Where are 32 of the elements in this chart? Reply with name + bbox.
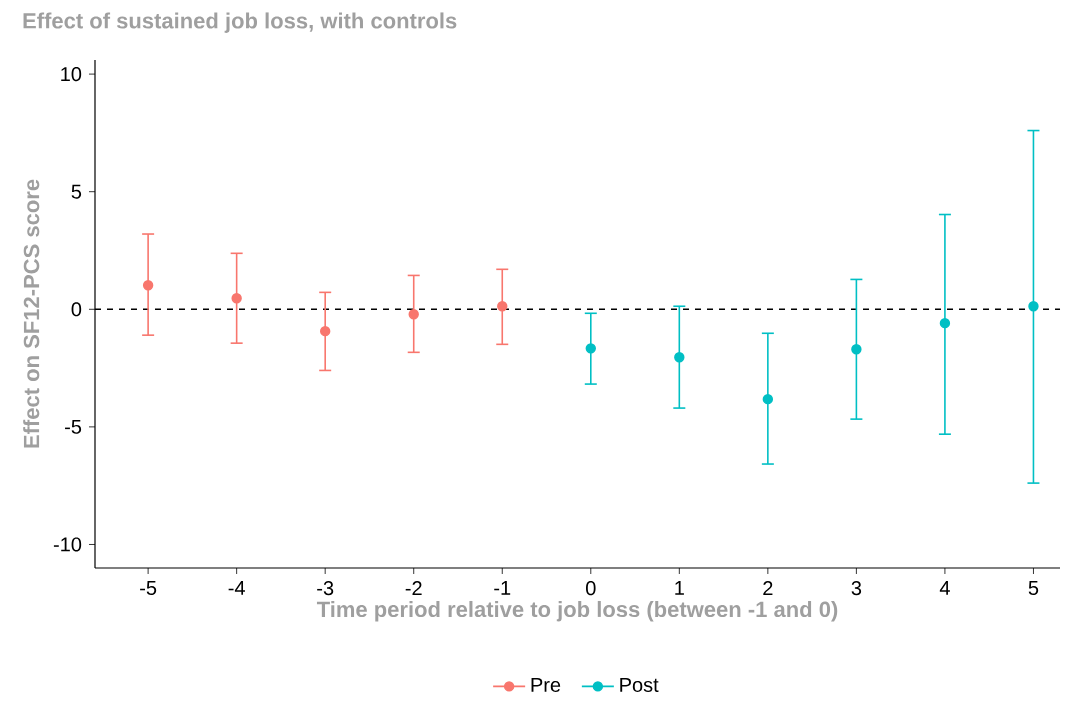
y-tick-label: -10	[53, 537, 82, 552]
point	[851, 344, 862, 355]
y-tick-label: 5	[71, 184, 82, 199]
point	[231, 293, 242, 304]
x-tick-label: 2	[763, 581, 773, 596]
x-tick-label: 3	[851, 581, 862, 596]
x-tick-label: -5	[140, 581, 157, 596]
y-tick-label: -5	[65, 419, 82, 434]
point	[142, 280, 154, 291]
x-tick-label: -4	[228, 581, 245, 595]
x-tick-label: -3	[317, 581, 334, 596]
legend-label: Pre	[531, 677, 561, 692]
point	[939, 317, 951, 329]
chart-title: Effect of sustained job loss, with controls	[23, 12, 457, 33]
x-tick-label: -2	[405, 581, 422, 596]
x-tick-label: 1	[675, 581, 684, 595]
y-tick-label: 0	[71, 302, 82, 317]
legend-label: Post	[620, 677, 659, 692]
point	[1028, 301, 1039, 312]
x-tick-label: 4	[939, 581, 950, 595]
point	[408, 309, 419, 320]
x-tick-label: 5	[1028, 581, 1039, 596]
point	[762, 393, 774, 405]
y-tick-label: 10	[61, 67, 82, 82]
x-tick-label: -1	[494, 581, 511, 595]
x-axis-title: Time period relative to job loss (between -1 and 0)	[316, 600, 838, 622]
point	[319, 325, 331, 337]
point	[674, 352, 685, 363]
x-tick-label: 0	[586, 581, 596, 596]
point	[585, 343, 596, 354]
y-axis-title: Effect on SF12-PCS score	[23, 179, 40, 448]
point	[497, 301, 508, 312]
